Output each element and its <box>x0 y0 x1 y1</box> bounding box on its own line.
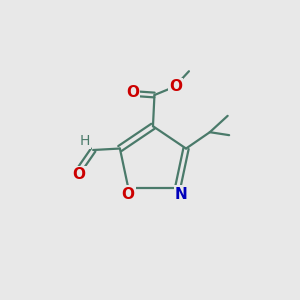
Text: H: H <box>80 134 90 148</box>
Text: O: O <box>169 79 182 94</box>
Text: O: O <box>126 85 139 100</box>
Text: O: O <box>122 187 135 202</box>
Text: O: O <box>73 167 86 182</box>
Text: N: N <box>175 187 188 202</box>
